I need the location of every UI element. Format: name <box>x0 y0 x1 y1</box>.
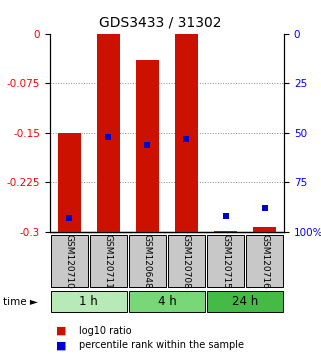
FancyBboxPatch shape <box>129 291 205 312</box>
Bar <box>136 60 159 232</box>
Bar <box>97 34 120 232</box>
Text: GSM120710: GSM120710 <box>65 234 74 289</box>
FancyBboxPatch shape <box>246 235 283 287</box>
Text: 4 h: 4 h <box>158 295 176 308</box>
FancyBboxPatch shape <box>168 235 205 287</box>
Bar <box>253 227 276 232</box>
Text: GSM120648: GSM120648 <box>143 234 152 289</box>
Bar <box>175 34 198 232</box>
Text: GSM120715: GSM120715 <box>221 234 230 289</box>
Bar <box>57 133 81 232</box>
Text: GSM120716: GSM120716 <box>260 234 269 289</box>
FancyBboxPatch shape <box>207 235 244 287</box>
Text: 24 h: 24 h <box>232 295 258 308</box>
FancyBboxPatch shape <box>207 291 283 312</box>
Text: ■: ■ <box>56 340 67 350</box>
Text: GSM120708: GSM120708 <box>182 234 191 289</box>
Text: time ►: time ► <box>3 297 38 307</box>
Text: GSM120711: GSM120711 <box>104 234 113 289</box>
Bar <box>214 230 237 232</box>
FancyBboxPatch shape <box>51 291 127 312</box>
Text: GDS3433 / 31302: GDS3433 / 31302 <box>99 16 222 30</box>
FancyBboxPatch shape <box>129 235 166 287</box>
FancyBboxPatch shape <box>51 235 88 287</box>
Text: percentile rank within the sample: percentile rank within the sample <box>79 340 244 350</box>
FancyBboxPatch shape <box>90 235 127 287</box>
Text: log10 ratio: log10 ratio <box>79 326 131 336</box>
Text: 1 h: 1 h <box>79 295 98 308</box>
Text: ■: ■ <box>56 326 67 336</box>
